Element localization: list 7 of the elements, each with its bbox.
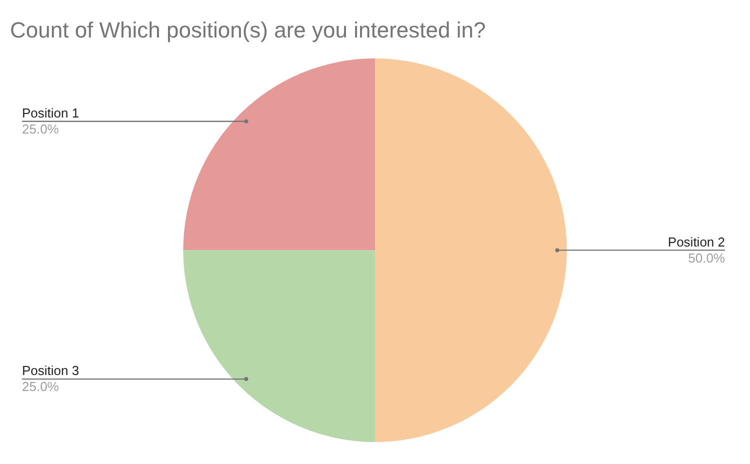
slice-label: Position 3 bbox=[22, 363, 80, 378]
chart-title: Count of Which position(s) are you interested in? bbox=[10, 17, 486, 42]
slice-label: Position 1 bbox=[22, 105, 80, 120]
data-label: 50.0% bbox=[688, 250, 726, 266]
slice-label: Position 2 bbox=[668, 234, 725, 250]
data-label: 25.0% bbox=[22, 379, 60, 394]
data-label: 25.0% bbox=[22, 121, 60, 136]
